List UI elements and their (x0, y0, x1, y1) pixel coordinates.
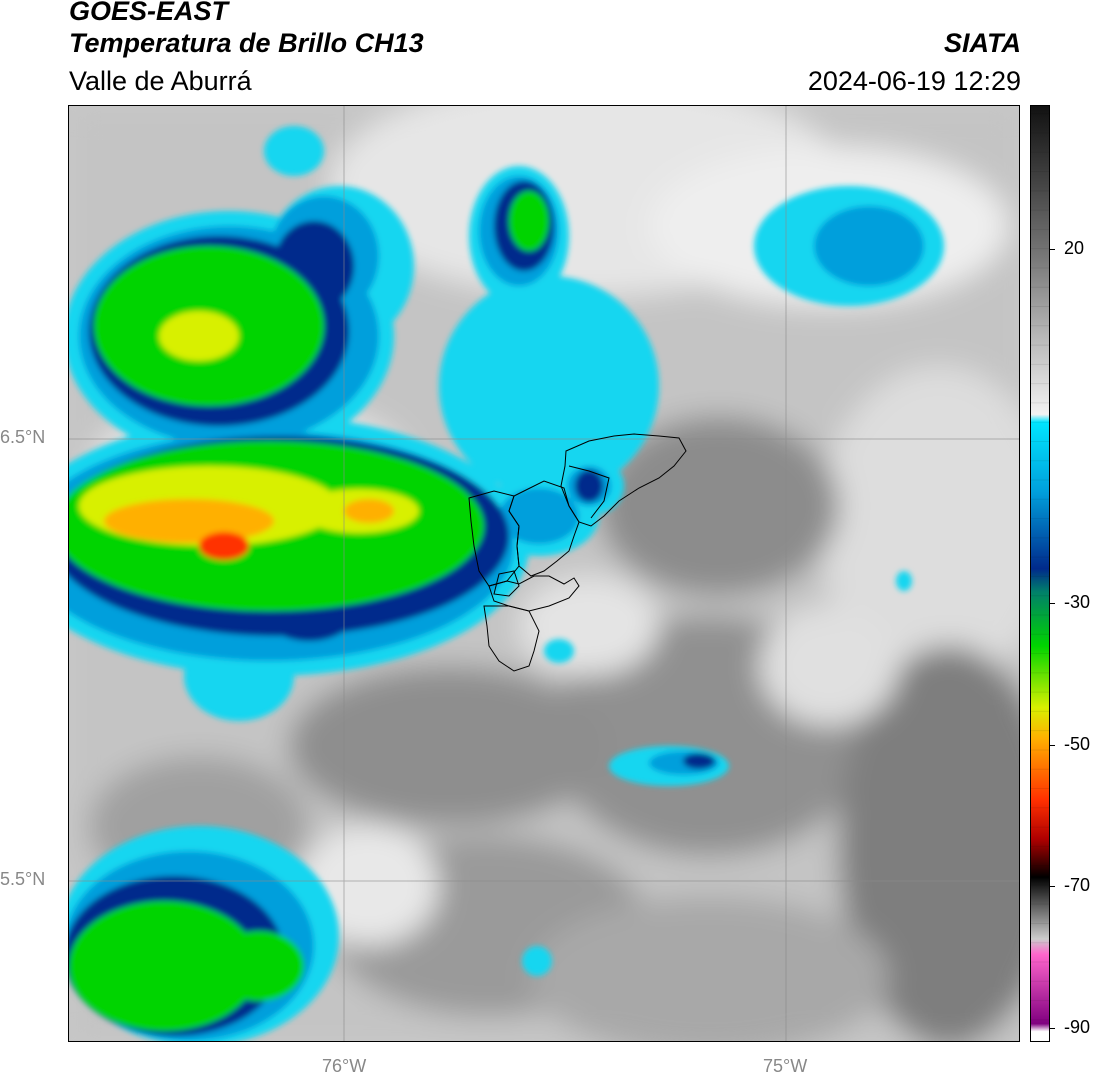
colorbar-label-minus70: -70 (1064, 875, 1091, 895)
lat-label-5-5: 5.5°N (0, 869, 46, 889)
lon-label-76w: 76°W (322, 1056, 367, 1076)
satellite-map[interactable] (68, 105, 1020, 1042)
colorbar-label-20: 20 (1064, 238, 1085, 258)
colorbar-label-minus30: -30 (1064, 592, 1091, 612)
colorbar-gradient (1031, 106, 1049, 1041)
colorbar-fill (1031, 106, 1049, 1041)
lon-label-75w: 75°W (763, 1056, 808, 1076)
satellite-title: GOES-EAST (69, 0, 229, 26)
colorbar-label-minus50: -50 (1064, 734, 1091, 754)
municipality-boundaries (468, 433, 687, 672)
colorbar-tick-20 (1050, 249, 1055, 250)
colorbar-tick-minus70 (1050, 886, 1055, 887)
colorbar-tick-minus30 (1050, 603, 1055, 604)
colorbar-tick-minus90 (1050, 1028, 1055, 1029)
region-subtitle: Valle de Aburrá (69, 66, 252, 96)
graticule (69, 106, 1019, 1041)
map-svg (69, 106, 1019, 1041)
lat-label-6-5: 6.5°N (0, 427, 46, 447)
colorbar-tick-minus50 (1050, 745, 1055, 746)
colorbar-label-minus90: -90 (1064, 1017, 1091, 1037)
cold-cloud-tops (69, 126, 944, 1041)
agency-label: SIATA (944, 28, 1021, 58)
colorbar (1030, 105, 1050, 1042)
timestamp-label: 2024-06-19 12:29 (807, 66, 1021, 96)
product-title: Temperatura de Brillo CH13 (69, 28, 424, 58)
